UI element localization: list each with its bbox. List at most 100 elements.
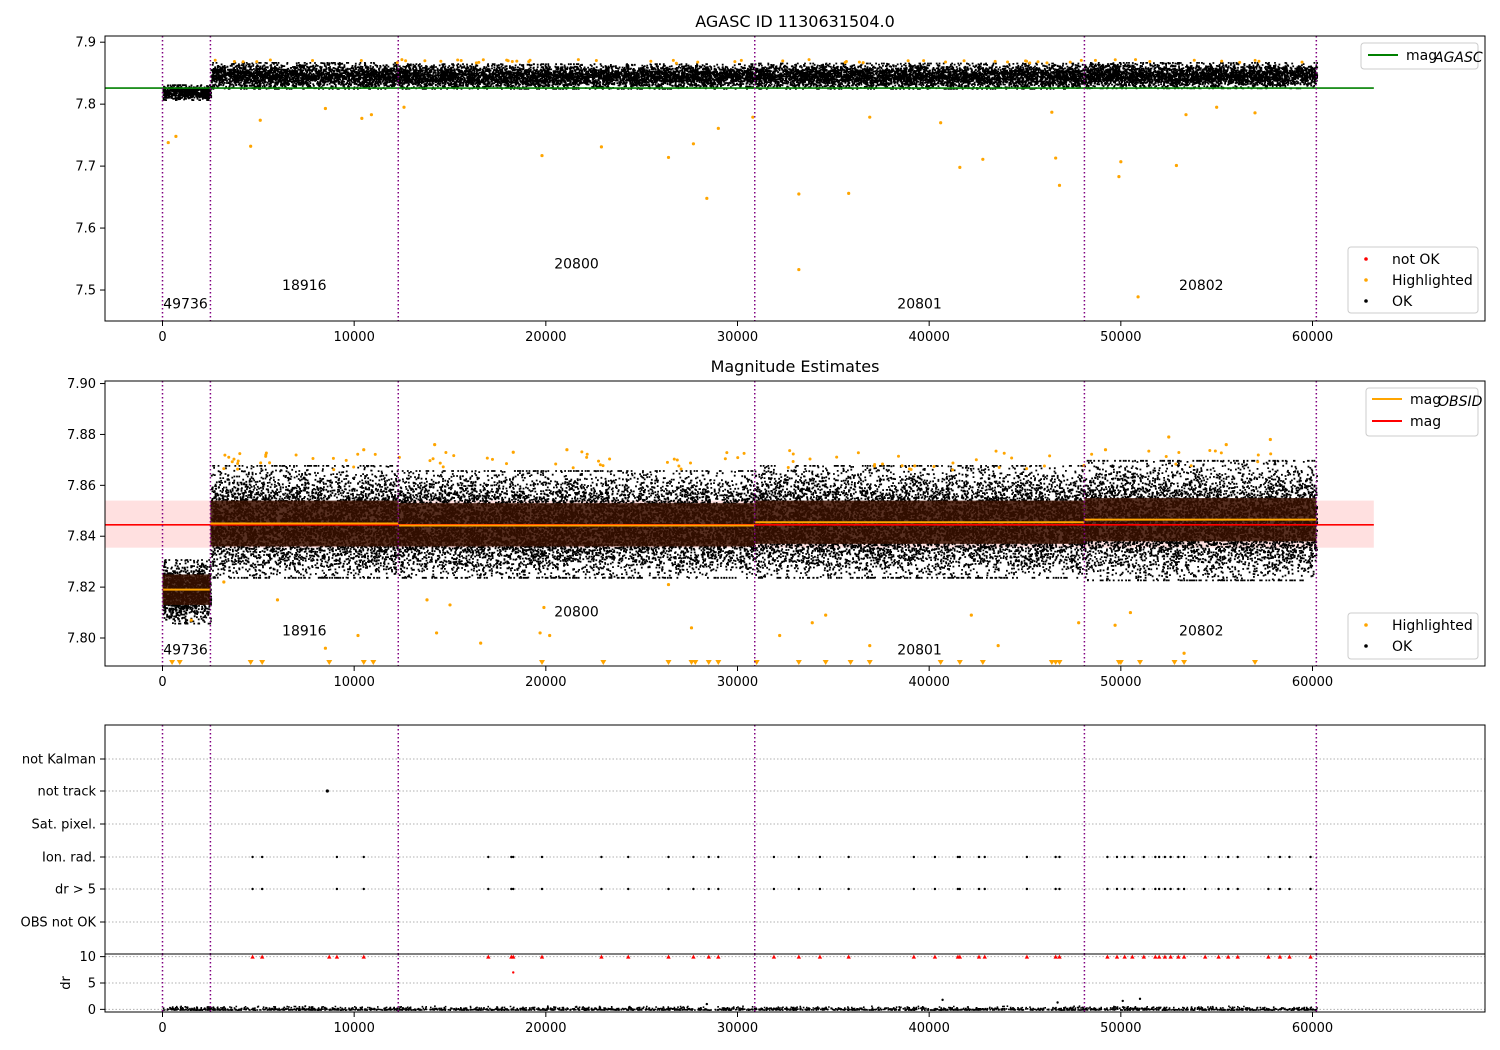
magnitude-highlighted-point	[236, 467, 240, 471]
dr-capped-marker	[1235, 954, 1240, 959]
agasc-highlighted-point	[311, 58, 315, 62]
magnitude-clipped-marker	[539, 660, 545, 665]
agasc-obsid-label: 18916	[282, 278, 327, 294]
flags-ion-rad-point	[1154, 855, 1157, 859]
dr-capped-marker	[1153, 954, 1158, 959]
flags-ion-rad-point	[627, 855, 630, 859]
flags-ion-rad-point	[487, 855, 490, 859]
agasc-highlighted-point	[1134, 58, 1138, 62]
magnitude-highlighted-point	[1174, 462, 1178, 466]
flags-ion-rad-point	[251, 855, 254, 859]
agasc-highlighted-point	[1079, 58, 1083, 62]
magnitude-highlighted-point	[431, 457, 435, 461]
magnitude-highlighted-point	[585, 455, 589, 459]
magnitude-clipped-marker	[822, 660, 829, 665]
agasc-ok-points	[1084, 62, 1319, 90]
flags-ytick-label: Sat. pixel.	[32, 818, 96, 833]
agasc-panel: AGASC ID 1130631504.0 49736 18916 20800 208…	[75, 12, 1486, 345]
magnitude-highlighted-point	[723, 457, 727, 461]
dr-capped-marker	[976, 954, 982, 959]
agasc-highlighted-point	[666, 155, 671, 160]
dr-ytick-label: 0	[88, 1003, 96, 1018]
magnitude-highlighted-point	[994, 449, 998, 453]
agasc-legend-label: OK	[1392, 294, 1413, 310]
agasc-highlighted-point	[981, 157, 985, 161]
dr-capped-marker	[1053, 954, 1058, 959]
magnitude-legend-label: Highlighted	[1392, 618, 1473, 634]
magnitude-highlighted-point	[222, 580, 226, 584]
agasc-highlighted-point	[1006, 60, 1010, 64]
agasc-highlighted-point	[400, 58, 404, 62]
flags-dr5-point	[1267, 887, 1270, 891]
agasc-obsid-label: 20800	[554, 256, 599, 272]
dr-capped-marker	[771, 954, 777, 959]
magnitude-clipped-marker	[705, 660, 712, 665]
magnitude-highlighted-point	[1090, 452, 1094, 456]
agasc-highlighted-point	[993, 59, 997, 63]
magnitude-highlighted-point	[433, 443, 437, 447]
dr-capped-marker	[1168, 954, 1173, 959]
dr-capped-marker	[1266, 954, 1271, 959]
magnitude-highlighted-point	[791, 452, 795, 456]
magnitude-highlighted-point	[554, 462, 558, 466]
magnitude-clipped-marker	[692, 660, 699, 665]
magnitude-highlighted-point	[951, 461, 955, 465]
flags-dr5-point	[1142, 887, 1146, 891]
dr-capped-marker	[599, 954, 604, 959]
magnitude-highlighted-point	[223, 453, 227, 457]
flags-dr5-point	[1123, 887, 1126, 891]
magnitude-legend-label: OK	[1392, 639, 1413, 655]
magnitude-legend-swatch	[1364, 623, 1368, 627]
magnitude-highlighted-point	[778, 633, 782, 638]
magnitude-highlighted-point	[1256, 453, 1260, 457]
magnitude-highlighted-point	[1189, 464, 1193, 468]
magnitude-highlighted-point	[434, 631, 439, 635]
agasc-highlighted-point	[359, 58, 363, 62]
agasc-highlighted-point	[258, 118, 262, 122]
magnitude-highlighted-point	[1077, 621, 1081, 625]
flags-dr5-point	[707, 887, 710, 891]
dr-capped-marker	[982, 954, 987, 959]
flags-ion-rad-point	[1115, 855, 1119, 859]
magnitude-legend-bottom: Highlighted OK	[1347, 612, 1479, 660]
dr-capped-marker	[957, 954, 963, 959]
flags-ytick-label: OBS not OK	[21, 916, 97, 931]
dr-xtick-label: 40000	[908, 1021, 949, 1036]
dr-capped-marker	[1057, 954, 1062, 959]
agasc-highlighted-point	[439, 59, 443, 63]
magnitude-highlighted-point	[1128, 610, 1133, 615]
dr-point	[705, 1002, 709, 1006]
flags-ion-rad-point	[1177, 855, 1180, 859]
magnitude-clipped-marker	[1052, 660, 1059, 665]
flags-dr5-point	[1157, 887, 1161, 891]
agasc-legend-swatch	[1364, 257, 1368, 261]
agasc-highlighted-point	[404, 59, 408, 63]
dr-xtick-label: 60000	[1292, 1021, 1333, 1036]
dr-xtick-label: 30000	[717, 1021, 758, 1036]
agasc-highlighted-point	[474, 61, 478, 65]
agasc-highlighted-point	[599, 145, 604, 149]
magnitude-highlighted-point	[356, 633, 360, 638]
agasc-highlighted-point	[423, 59, 427, 63]
agasc-panel-title: AGASC ID 1130631504.0	[695, 12, 895, 31]
magnitude-highlighted-point	[1002, 451, 1006, 455]
flags-dr5-point	[1182, 887, 1186, 891]
agasc-highlighted-point	[1057, 183, 1062, 187]
magnitude-highlighted-point	[665, 460, 669, 464]
magnitude-highlighted-point	[1164, 455, 1168, 459]
flags-ytick-label: dr > 5	[55, 883, 96, 898]
dr-capped-marker	[1114, 954, 1120, 959]
flags-dr5-point	[251, 887, 254, 891]
magnitude-highlighted-point	[479, 641, 483, 645]
magnitude-highlighted-point	[227, 455, 231, 459]
agasc-highlighted-point	[807, 58, 811, 62]
magnitude-plot-area: 49736 18916 20800 20801 20802	[105, 381, 1374, 666]
agasc-highlighted-point	[649, 59, 653, 63]
magnitude-highlighted-point	[1219, 451, 1223, 455]
flags-ion-rad-point	[772, 855, 776, 859]
flags-dr5-point	[847, 887, 850, 891]
agasc-xtick-label: 50000	[1100, 330, 1141, 345]
flags-ion-rad-point	[667, 855, 670, 859]
flags-ion-rad-point	[956, 855, 960, 859]
magnitude-highlighted-point	[428, 459, 432, 463]
